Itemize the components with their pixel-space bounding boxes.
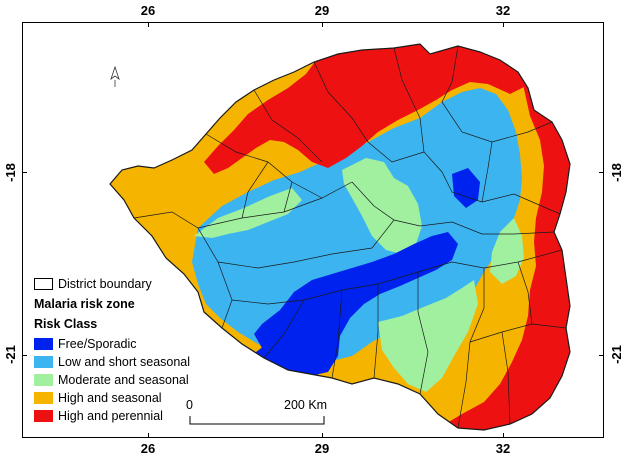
- zone-perennial-north: [204, 44, 526, 174]
- tick-mark: [322, 22, 323, 27]
- zone-moderate-south: [378, 280, 478, 392]
- legend-swatch-high-seasonal: [34, 392, 53, 404]
- district-boundary: [291, 181, 323, 199]
- legend-swatch-perennial: [34, 410, 53, 422]
- district-boundary: [367, 141, 425, 163]
- legend-label-high-seasonal: High and seasonal: [58, 391, 162, 405]
- legend-label-free: Free/Sporadic: [58, 337, 137, 351]
- district-boundary: [253, 89, 323, 163]
- tick-mark: [599, 172, 604, 173]
- district-boundary: [133, 211, 233, 329]
- top-tick-29: 29: [314, 3, 330, 18]
- bottom-tick-26: 26: [140, 441, 156, 456]
- zone-perennial-east: [442, 80, 570, 430]
- district-boundary: [373, 284, 379, 379]
- legend-label-moderate: Moderate and seasonal: [58, 373, 189, 387]
- scale-start-label: 0: [186, 398, 193, 412]
- district-boundary: [263, 299, 305, 359]
- bottom-tick-29: 29: [314, 441, 330, 456]
- legend-swatch-low: [34, 356, 53, 368]
- bottom-tick-32: 32: [495, 441, 511, 456]
- legend-label-perennial: High and perennial: [58, 409, 163, 423]
- top-tick-32: 32: [495, 3, 511, 18]
- district-boundary: [351, 181, 555, 235]
- district-boundary: [417, 272, 429, 395]
- district-boundary: [469, 323, 567, 343]
- legend-title: Malaria risk zone: [34, 297, 135, 311]
- scale-bar-line: [189, 416, 325, 425]
- legend-boundary-label: District boundary: [58, 277, 152, 291]
- tick-mark: [503, 433, 504, 438]
- zone-moderate-east: [490, 218, 524, 284]
- right-tick-21: -21: [608, 345, 624, 364]
- zone-free-sporadic: [254, 232, 458, 376]
- tick-mark: [22, 172, 27, 173]
- malaria-risk-map: [109, 43, 571, 431]
- zone-free-sporadic-east: [452, 168, 480, 208]
- district-boundary: [231, 249, 563, 305]
- north-arrow-icon: [110, 66, 120, 87]
- tick-mark: [599, 355, 604, 356]
- district-boundary: [501, 331, 511, 425]
- zone-low-seasonal: [192, 88, 522, 362]
- tick-mark: [22, 355, 27, 356]
- district-boundary: [481, 141, 493, 203]
- left-tick-21: -21: [2, 345, 18, 364]
- legend-swatch-moderate: [34, 374, 53, 386]
- legend-label-low: Low and short seasonal: [58, 355, 191, 369]
- district-boundary: [241, 161, 269, 219]
- district-boundary: [331, 289, 343, 379]
- tick-mark: [148, 22, 149, 27]
- district-boundary: [313, 61, 369, 143]
- district-boundary: [517, 261, 533, 325]
- district-boundary: [217, 219, 395, 269]
- legend-swatch-free: [34, 338, 53, 350]
- district-boundary: [393, 47, 421, 119]
- scale-bar: 0 200 Km: [186, 398, 388, 428]
- scale-end-label: 200 Km: [284, 398, 328, 412]
- tick-mark: [503, 22, 504, 27]
- left-tick-18: -18: [2, 163, 18, 182]
- top-tick-26: 26: [140, 3, 156, 18]
- tick-mark: [148, 433, 149, 438]
- zone-moderate-central: [342, 158, 422, 254]
- right-tick-18: -18: [608, 163, 624, 182]
- boundary-swatch: [34, 278, 53, 290]
- legend-subtitle: Risk Class: [34, 317, 98, 331]
- district-boundaries: [109, 43, 571, 431]
- zone-moderate-west: [194, 188, 302, 238]
- district-boundary: [441, 45, 553, 143]
- tick-mark: [322, 433, 323, 438]
